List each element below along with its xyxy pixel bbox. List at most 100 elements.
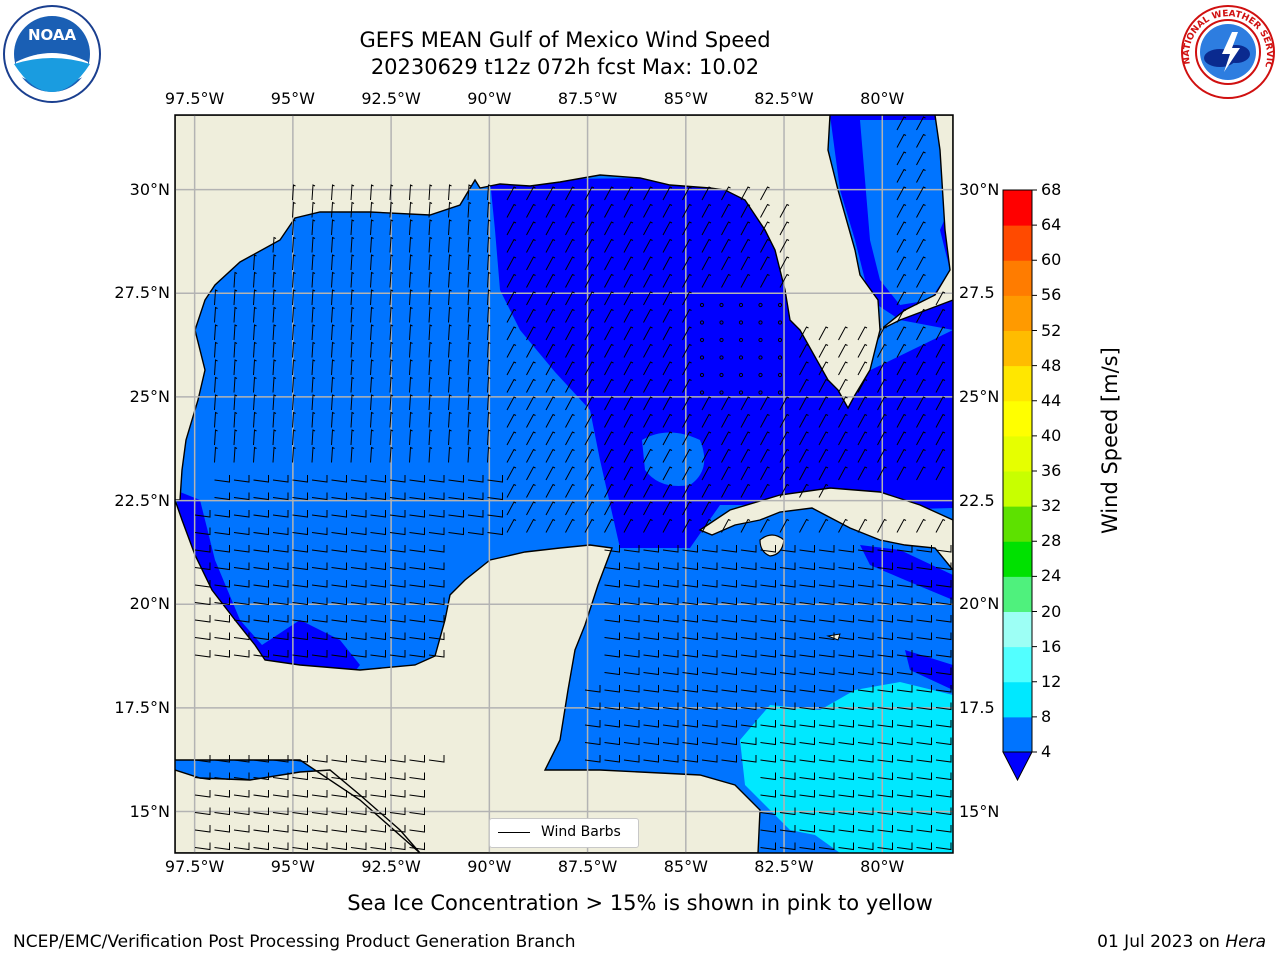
wind-barb bbox=[350, 580, 367, 588]
wind-barb bbox=[838, 790, 854, 798]
wind-barb bbox=[740, 615, 757, 623]
wind-barb bbox=[370, 755, 386, 763]
wind-barb bbox=[350, 825, 367, 833]
wind-barb bbox=[740, 632, 757, 641]
wind-barb bbox=[545, 186, 556, 201]
lon-tick-bottom: 95°W bbox=[270, 857, 315, 876]
wind-barb bbox=[506, 308, 517, 323]
calm-wind-marker bbox=[758, 302, 763, 308]
wind-barb bbox=[604, 545, 620, 553]
wind-barb bbox=[448, 446, 452, 463]
wind-barb bbox=[760, 790, 776, 798]
wind-barb bbox=[350, 394, 355, 411]
wind-barb bbox=[701, 720, 718, 728]
wind-barb bbox=[935, 825, 952, 833]
wind-barb bbox=[389, 446, 394, 463]
wind-barb bbox=[428, 632, 445, 641]
wind-barb bbox=[896, 448, 907, 463]
wind-barb bbox=[350, 790, 367, 798]
wind-barb bbox=[428, 289, 433, 306]
wind-barb bbox=[604, 650, 620, 658]
wind-barb bbox=[877, 396, 887, 411]
wind-barb bbox=[779, 256, 790, 271]
wind-barb bbox=[428, 650, 445, 658]
wind-barb bbox=[253, 411, 257, 428]
calm-wind-marker bbox=[758, 355, 763, 360]
wind-barb bbox=[409, 545, 425, 553]
wind-barb bbox=[311, 632, 328, 641]
wind-barb bbox=[721, 396, 731, 411]
wind-barb bbox=[838, 650, 854, 658]
calm-wind-marker bbox=[738, 390, 744, 395]
wind-barb bbox=[818, 378, 829, 393]
wind-barb bbox=[526, 203, 536, 218]
wind-barb bbox=[682, 256, 692, 271]
wind-barb bbox=[331, 510, 347, 518]
wind-barb bbox=[857, 562, 874, 571]
wind-barb bbox=[194, 562, 211, 571]
wind-barb bbox=[370, 236, 374, 253]
wind-barb bbox=[370, 394, 374, 411]
wind-barb bbox=[272, 429, 277, 446]
wind-barb bbox=[857, 615, 874, 623]
wind-barb bbox=[916, 807, 932, 816]
wind-barb bbox=[877, 580, 893, 588]
wind-barb bbox=[214, 772, 230, 781]
colorbar-segment bbox=[1003, 471, 1032, 507]
wind-barb bbox=[428, 580, 445, 588]
wind-barb bbox=[662, 326, 673, 341]
wind-barb bbox=[584, 203, 595, 218]
wind-barb bbox=[311, 306, 316, 323]
wind-barb bbox=[760, 545, 776, 553]
wind-barb bbox=[253, 324, 257, 341]
wind-barb bbox=[740, 273, 751, 288]
wind-barb bbox=[233, 545, 250, 553]
wind-barb bbox=[662, 580, 679, 588]
wind-barb bbox=[857, 580, 874, 588]
wind-barb bbox=[623, 737, 640, 746]
wind-barb bbox=[877, 413, 887, 428]
wind-barb bbox=[584, 396, 595, 411]
wind-barb bbox=[194, 790, 211, 798]
colorbar-segment bbox=[1003, 330, 1032, 367]
calm-wind-marker bbox=[777, 355, 783, 360]
wind-barb bbox=[818, 755, 835, 763]
wind-barb bbox=[409, 790, 425, 798]
wind-barb bbox=[604, 396, 614, 411]
wind-barb bbox=[389, 271, 394, 288]
wind-barb bbox=[662, 378, 673, 393]
wind-barb bbox=[662, 308, 673, 323]
wind-barb bbox=[428, 446, 433, 463]
wind-barb bbox=[857, 378, 868, 393]
wind-barb bbox=[253, 650, 269, 658]
wind-barb bbox=[253, 545, 269, 553]
wind-barb bbox=[565, 396, 575, 411]
wind-barb bbox=[370, 201, 374, 218]
wind-barb bbox=[526, 518, 536, 533]
wind-barb bbox=[214, 510, 230, 518]
wind-barb bbox=[896, 133, 907, 148]
wind-barb bbox=[760, 518, 770, 533]
wind-barb bbox=[428, 341, 433, 358]
wind-barb bbox=[896, 116, 907, 131]
wind-barb bbox=[740, 431, 751, 446]
wind-barb bbox=[623, 378, 634, 393]
wind-barb bbox=[623, 632, 640, 641]
wind-barb bbox=[701, 562, 718, 571]
wind-barb bbox=[214, 597, 230, 606]
wind-barb bbox=[857, 518, 868, 533]
wind-barb bbox=[799, 825, 815, 833]
wind-barb bbox=[623, 545, 640, 553]
lat-tick-right: 17.5 bbox=[959, 697, 995, 717]
wind-barb bbox=[623, 413, 634, 428]
wind-barb bbox=[740, 755, 757, 763]
wind-barb bbox=[896, 685, 913, 693]
calm-wind-marker bbox=[758, 390, 763, 395]
wind-barb bbox=[370, 842, 386, 851]
wind-barb bbox=[526, 291, 536, 306]
wind-barb bbox=[779, 615, 796, 623]
wind-barb bbox=[857, 720, 874, 728]
wind-barb bbox=[467, 306, 472, 323]
wind-barb bbox=[233, 842, 250, 851]
wind-barb bbox=[604, 308, 614, 323]
